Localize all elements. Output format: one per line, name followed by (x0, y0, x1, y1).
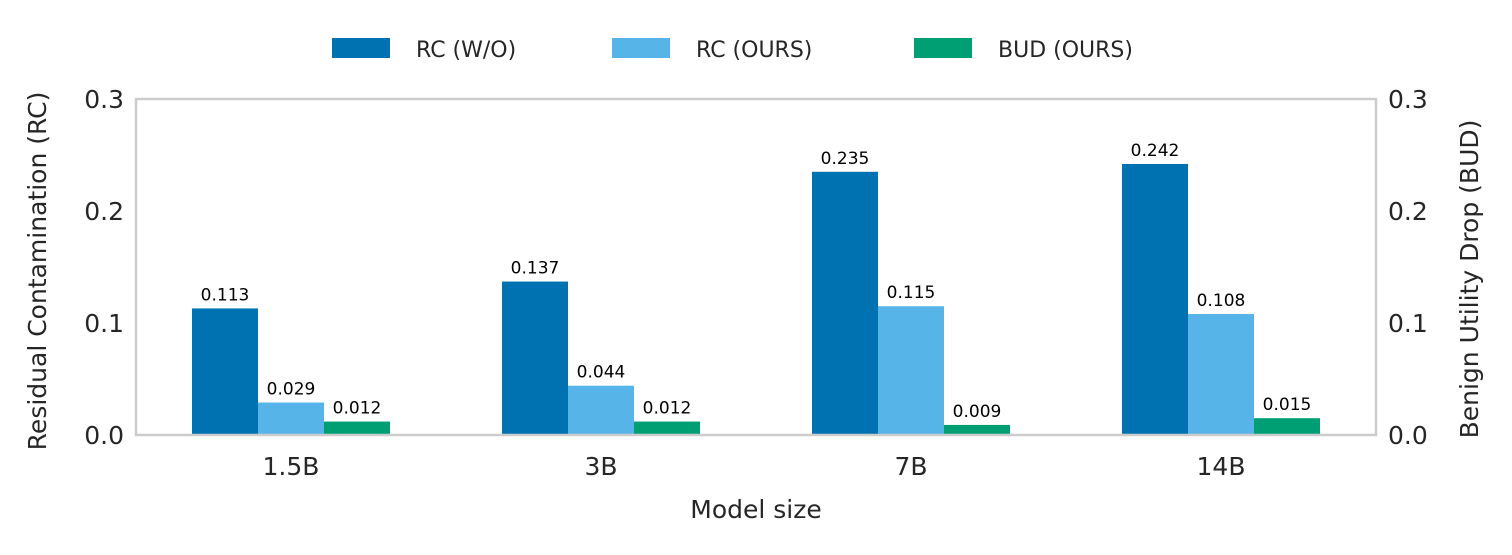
legend-label-rc-w-o: RC (W/O) (416, 38, 516, 63)
bar-value-label: 0.108 (1197, 291, 1246, 311)
bar-bud-ours-14b (1254, 418, 1320, 435)
left-y-tick-label: 0.3 (84, 85, 124, 114)
right-y-tick-label: 0.2 (1388, 197, 1428, 226)
left-y-tick-label: 0.2 (84, 197, 124, 226)
data-labels-layer: 0.113 0.029 0.012 0.137 0.044 0.012 0.235 0.115… (201, 141, 1312, 422)
bar-rc-w-o-1_5b (192, 308, 258, 435)
bar-rc-w-o-14b (1122, 163, 1188, 435)
bar-value-label: 0.009 (953, 402, 1002, 422)
bar-rc-ours-3b (568, 385, 634, 435)
legend-label-bud-ours: BUD (OURS) (998, 38, 1133, 63)
bar-rc-w-o-3b (502, 281, 568, 435)
legend: RC (W/O) RC (OURS) BUD (OURS) (332, 38, 1133, 63)
bar-value-label: 0.242 (1131, 141, 1180, 161)
legend-swatch-bud-ours (914, 38, 972, 58)
right-y-tick-label: 0.1 (1388, 309, 1428, 338)
bar-rc-w-o-7b (812, 171, 878, 436)
bar-value-label: 0.137 (511, 259, 560, 279)
bar-value-label: 0.044 (577, 363, 626, 383)
x-tick-label: 1.5B (263, 452, 320, 481)
bar-rc-ours-7b (878, 306, 944, 435)
left-y-axis-title: Residual Contamination (RC) (23, 92, 52, 451)
bar-value-label: 0.115 (887, 283, 936, 303)
legend-swatch-rc-ours (612, 38, 670, 58)
right-y-tick-label: 0.0 (1388, 421, 1428, 450)
left-y-tick-label: 0.0 (84, 421, 124, 450)
bar-value-label: 0.029 (267, 380, 316, 400)
right-y-tick-label: 0.3 (1388, 85, 1428, 114)
bar-bud-ours-1_5b (324, 421, 390, 435)
bar-value-label: 0.012 (333, 399, 382, 419)
axes-layer: 1.5B 3B 7B 14B 0.0 0.1 0.2 0.3 0.0 0.1 0.2 0.3 Model… (23, 85, 1484, 524)
bar-rc-ours-1_5b (258, 402, 324, 435)
bar-value-label: 0.012 (643, 399, 692, 419)
bar-bud-ours-7b (944, 424, 1010, 435)
bars-layer (192, 163, 1320, 436)
bar-value-label: 0.235 (821, 149, 870, 169)
legend-swatch-rc-w-o (332, 38, 390, 58)
left-y-tick-label: 0.1 (84, 309, 124, 338)
x-tick-label: 3B (584, 452, 617, 481)
right-y-axis-title: Benign Utility Drop (BUD) (1455, 120, 1484, 439)
x-tick-label: 7B (894, 452, 927, 481)
bar-value-label: 0.015 (1263, 395, 1312, 415)
bar-value-label: 0.113 (201, 285, 250, 305)
bar-rc-ours-14b (1188, 314, 1254, 435)
legend-label-rc-ours: RC (OURS) (696, 38, 812, 63)
plot-frame (134, 97, 1378, 437)
x-axis-title: Model size (690, 495, 821, 524)
x-tick-label: 14B (1197, 452, 1246, 481)
bar-bud-ours-3b (634, 421, 700, 435)
